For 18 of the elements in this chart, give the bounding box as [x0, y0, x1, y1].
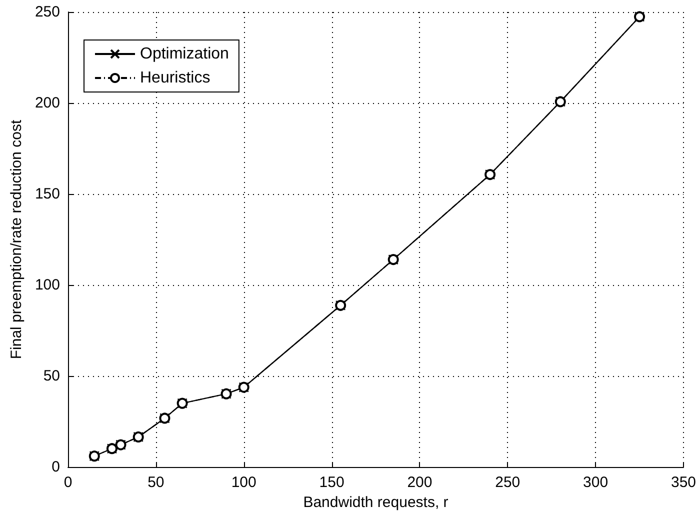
y-tick-label: 100: [34, 276, 60, 294]
legend-label: Optimization: [140, 46, 229, 62]
x-tick-label: 0: [64, 474, 72, 491]
x-axis-title: Bandwidth requests, r: [303, 494, 448, 511]
x-tick-label: 100: [231, 474, 256, 491]
y-tick-label: 150: [34, 186, 60, 202]
y-tick-label: 250: [34, 4, 60, 20]
y-axis-title: Final preemption/rate reduction cost: [8, 119, 26, 360]
legend-label: Heuristics: [140, 70, 210, 86]
x-tick-label: 200: [407, 474, 432, 491]
x-tick-label: 250: [495, 474, 520, 491]
x-tick-label: 150: [319, 474, 344, 491]
x-tick-label: 50: [148, 474, 164, 491]
x-tick-label: 300: [583, 474, 608, 491]
y-tick-label: 200: [34, 94, 60, 112]
x-tick-label: 350: [670, 474, 696, 491]
y-tick-label: 0: [52, 458, 60, 476]
y-tick-label: 50: [43, 368, 60, 384]
